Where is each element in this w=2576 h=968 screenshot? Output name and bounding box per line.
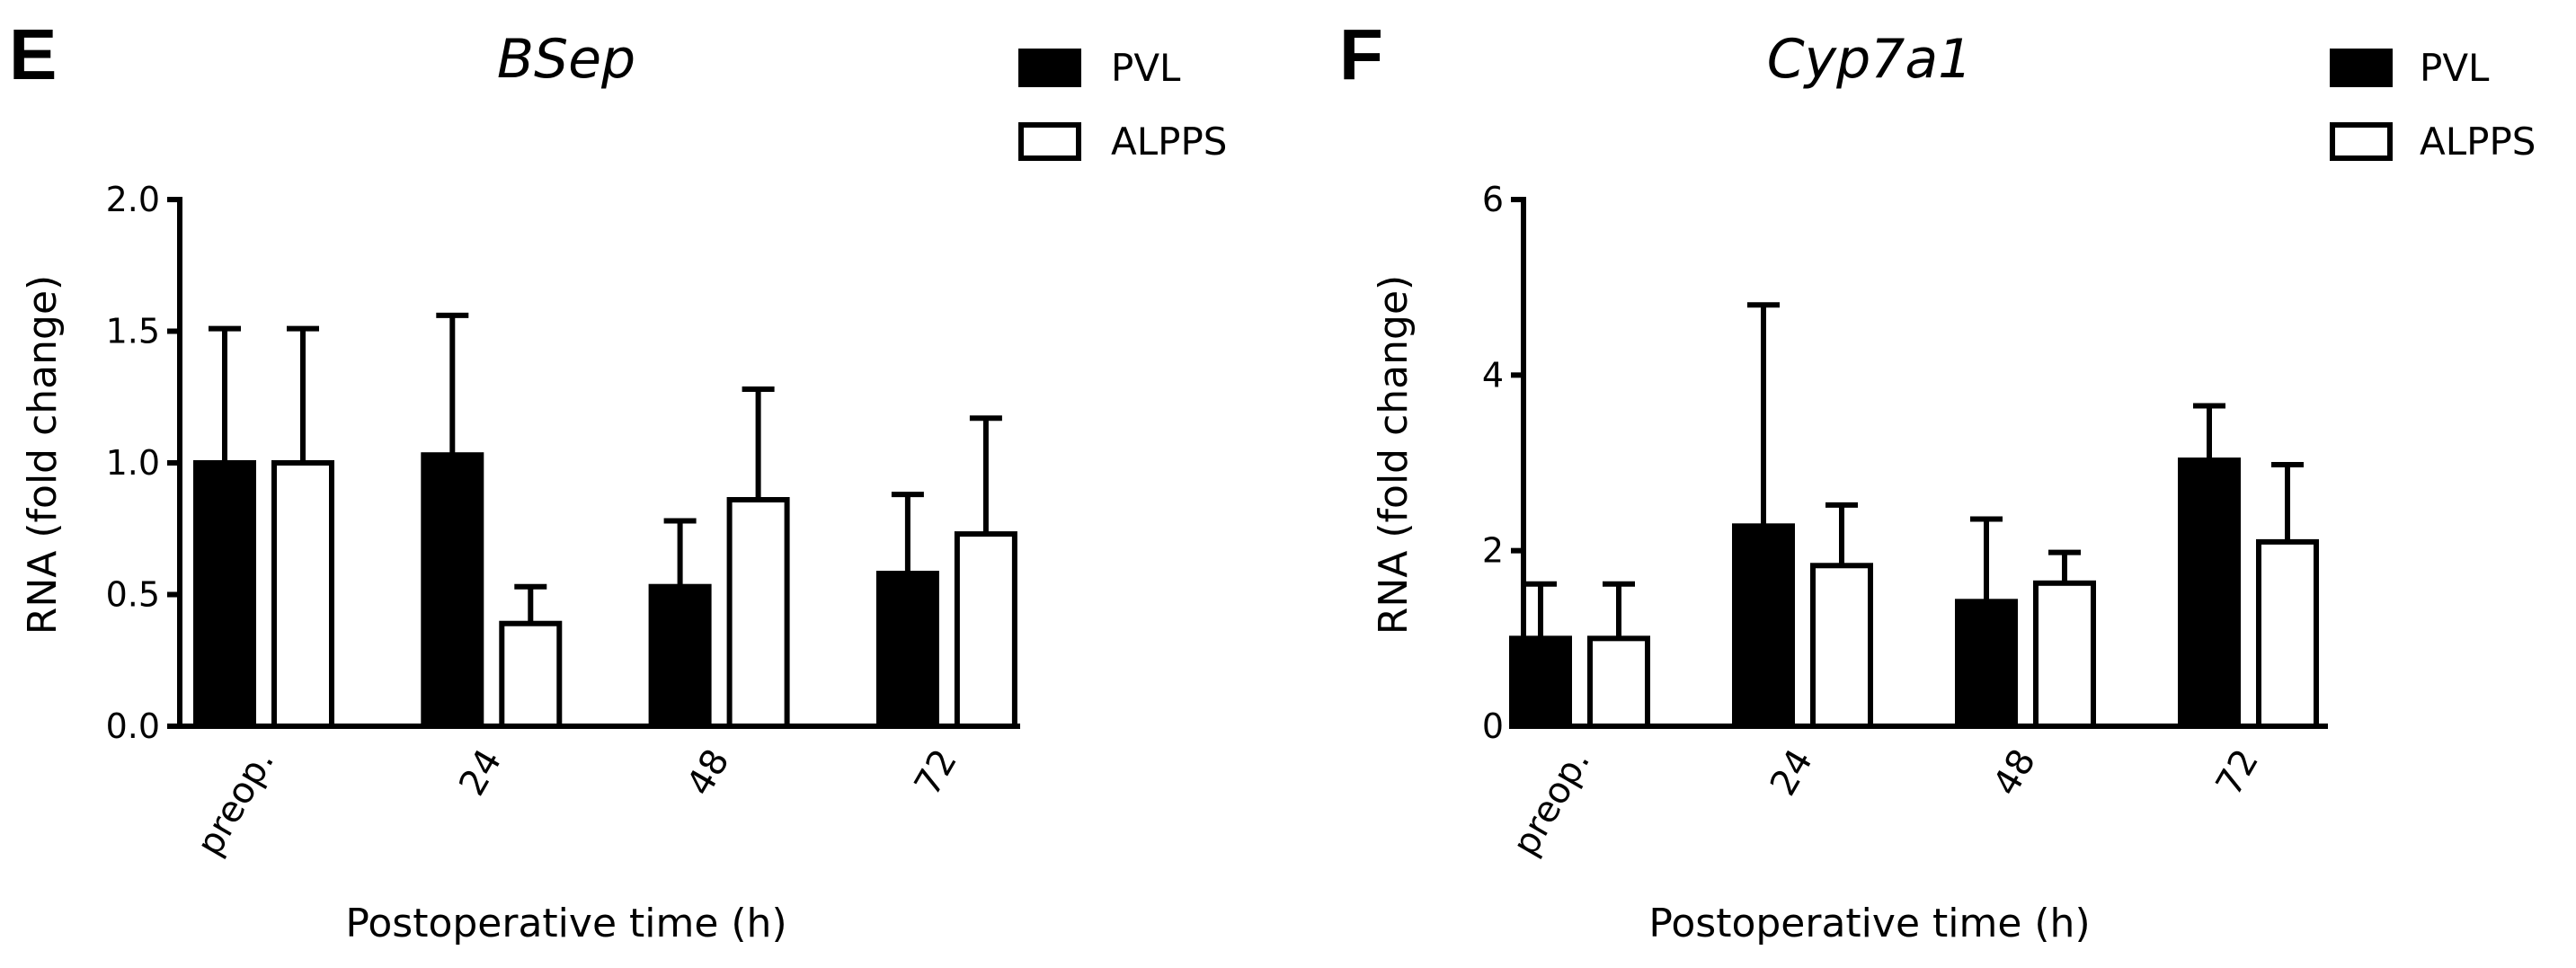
chart-title: BSep bbox=[497, 28, 635, 91]
panel-label: F bbox=[1339, 14, 1383, 94]
y-tick-label: 0 bbox=[1482, 706, 1504, 746]
bar-pvl-48 bbox=[648, 583, 712, 730]
legend-swatch-alpps bbox=[1018, 122, 1081, 161]
x-tick-label: 48 bbox=[679, 742, 737, 803]
bar-alpps-48 bbox=[726, 497, 790, 730]
y-tick-label: 1.5 bbox=[106, 312, 160, 351]
y-tick-label: 1.0 bbox=[106, 443, 160, 483]
chart-panel-e: E BSep PVL ALPPS RNA (fold change) Posto… bbox=[9, 14, 1227, 946]
bar-pvl-72 bbox=[2178, 457, 2241, 729]
bar-alpps-24 bbox=[1810, 563, 1873, 730]
bar-alpps-72 bbox=[2256, 538, 2319, 730]
y-tick-label: 0.5 bbox=[106, 575, 160, 615]
chart-panel-f: F Cyp7a1 PVL ALPPS RNA (fold change) Pos… bbox=[1339, 14, 2536, 946]
panel-label: E bbox=[9, 14, 57, 94]
bar-alpps-preop. bbox=[1587, 635, 1650, 729]
legend-swatch-pvl bbox=[2330, 49, 2393, 87]
x-tick-label: 48 bbox=[1985, 742, 2044, 803]
bar-alpps-48 bbox=[2033, 580, 2096, 730]
x-tick-label: preop. bbox=[189, 742, 282, 863]
y-tick-label: 4 bbox=[1482, 355, 1504, 395]
bar-pvl-preop. bbox=[1509, 635, 1572, 729]
y-tick-label: 6 bbox=[1482, 180, 1504, 219]
bar-pvl-48 bbox=[1955, 599, 2018, 730]
legend-swatch-pvl bbox=[1018, 49, 1081, 87]
legend-label-alpps: ALPPS bbox=[2420, 120, 2536, 164]
x-tick-label: 72 bbox=[2208, 742, 2267, 803]
bar-pvl-preop. bbox=[193, 460, 256, 729]
y-tick-label: 0.0 bbox=[106, 706, 160, 746]
bar-alpps-preop. bbox=[271, 460, 334, 729]
x-tick-label: preop. bbox=[1505, 742, 1598, 863]
chart-marks bbox=[1509, 302, 2319, 730]
legend-label-pvl: PVL bbox=[2420, 46, 2490, 90]
y-axis-title: RNA (fold change) bbox=[20, 275, 66, 635]
legend-label-pvl: PVL bbox=[1111, 46, 1181, 90]
x-tick-label: 72 bbox=[907, 742, 965, 803]
chart-title: Cyp7a1 bbox=[1767, 28, 1973, 91]
bar-pvl-72 bbox=[875, 571, 939, 729]
y-axis-title: RNA (fold change) bbox=[1371, 275, 1417, 635]
bar-pvl-24 bbox=[1732, 523, 1795, 729]
x-axis-title: Postoperative time (h) bbox=[345, 901, 786, 946]
x-tick-label: 24 bbox=[451, 742, 510, 803]
bar-pvl-24 bbox=[421, 452, 484, 729]
legend-swatch-alpps bbox=[2330, 122, 2393, 161]
legend: PVL ALPPS bbox=[1018, 46, 1227, 164]
legend: PVL ALPPS bbox=[2330, 46, 2536, 164]
x-axis-title: Postoperative time (h) bbox=[1648, 901, 2090, 946]
bar-alpps-72 bbox=[954, 531, 1017, 729]
y-tick-label: 2.0 bbox=[106, 180, 160, 219]
legend-label-alpps: ALPPS bbox=[1111, 120, 1227, 164]
x-tick-label: 24 bbox=[1763, 742, 1821, 803]
bar-alpps-24 bbox=[499, 620, 563, 729]
chart-marks bbox=[193, 312, 1017, 730]
y-tick-label: 2 bbox=[1482, 531, 1504, 571]
